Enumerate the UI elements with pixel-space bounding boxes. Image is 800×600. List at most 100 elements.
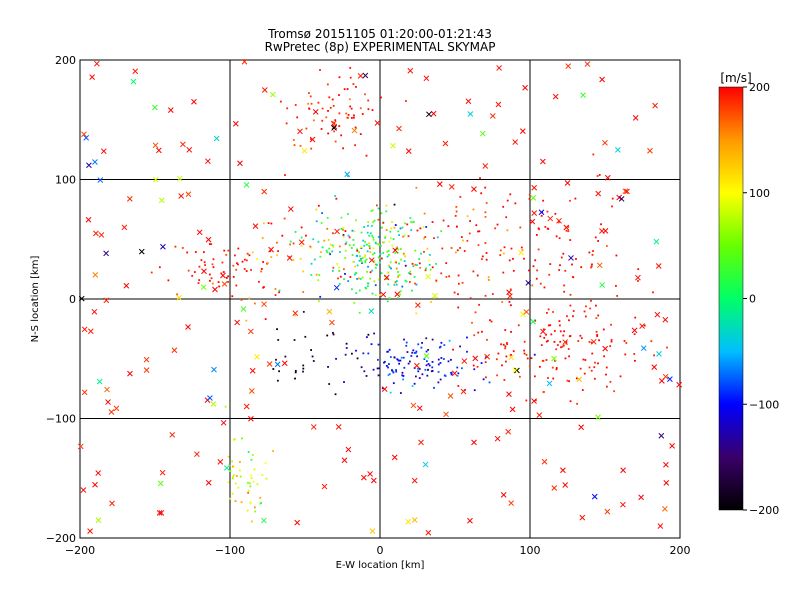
- data-point: [335, 357, 337, 360]
- data-point: [259, 497, 262, 499]
- data-point: [544, 226, 547, 228]
- data-point: [402, 252, 405, 255]
- data-point: [509, 288, 512, 291]
- data-point: [225, 253, 228, 256]
- data-point: [411, 351, 414, 354]
- data-point: [389, 261, 392, 264]
- data-point: [294, 314, 297, 317]
- x-tick-label: −100: [215, 544, 245, 557]
- data-point: [625, 342, 628, 344]
- data-point: [503, 246, 506, 249]
- data-point-cross: [676, 381, 683, 388]
- data-point: [389, 230, 392, 233]
- data-point-cross: [518, 249, 524, 256]
- data-point: [378, 261, 381, 264]
- data-point: [348, 236, 351, 239]
- data-point-cross: [604, 174, 611, 181]
- data-point: [523, 340, 526, 343]
- data-point-cross: [590, 338, 597, 345]
- data-point: [441, 247, 444, 250]
- data-point: [456, 225, 458, 228]
- data-point-cross: [580, 92, 586, 98]
- data-point: [412, 220, 415, 223]
- data-point-cross: [194, 451, 200, 458]
- data-point-cross: [186, 146, 193, 153]
- data-point-cross: [130, 78, 137, 85]
- data-point-cross: [310, 424, 317, 430]
- data-point: [609, 380, 612, 383]
- data-point: [419, 266, 422, 269]
- data-point-cross: [522, 84, 528, 91]
- data-point-cross: [405, 148, 412, 155]
- data-point: [353, 230, 356, 233]
- data-point: [594, 361, 596, 364]
- data-point: [401, 374, 404, 377]
- data-point: [448, 339, 451, 342]
- data-point: [321, 119, 324, 122]
- data-point: [246, 509, 249, 512]
- data-point: [361, 276, 364, 279]
- data-point-cross: [180, 141, 186, 148]
- data-point: [346, 116, 349, 119]
- data-point: [506, 342, 508, 344]
- data-point: [484, 215, 487, 218]
- data-point: [484, 356, 487, 359]
- data-point: [500, 343, 502, 346]
- data-point: [440, 230, 443, 233]
- data-point-cross: [103, 250, 109, 257]
- data-point-cross: [143, 367, 150, 373]
- data-point-cross: [562, 482, 569, 488]
- data-point: [528, 269, 530, 272]
- data-point: [405, 280, 408, 283]
- data-point: [398, 262, 400, 265]
- data-point: [311, 355, 314, 358]
- data-point: [534, 399, 537, 402]
- data-point: [484, 211, 487, 214]
- data-point: [437, 381, 440, 384]
- data-point: [457, 372, 460, 375]
- data-point: [403, 338, 405, 341]
- data-point: [650, 340, 653, 343]
- data-point: [589, 307, 592, 310]
- data-point: [402, 375, 405, 377]
- data-point: [358, 311, 361, 314]
- data-point: [355, 349, 357, 352]
- data-point-cross: [442, 140, 449, 147]
- data-point: [187, 269, 190, 272]
- data-point: [332, 246, 335, 249]
- data-point-cross: [196, 229, 203, 236]
- data-point: [433, 386, 435, 389]
- data-point: [245, 270, 248, 272]
- data-point: [387, 350, 390, 353]
- data-point: [469, 297, 472, 300]
- data-point: [412, 265, 415, 268]
- data-point: [371, 109, 374, 111]
- data-point-cross: [426, 111, 432, 118]
- data-point-cross: [81, 389, 88, 396]
- data-point: [411, 262, 414, 265]
- data-point: [473, 368, 476, 371]
- data-point: [466, 350, 468, 353]
- data-point-cross: [249, 367, 256, 374]
- data-point: [496, 223, 499, 226]
- data-point: [389, 391, 392, 394]
- data-point: [212, 266, 215, 269]
- data-point: [395, 369, 397, 371]
- data-point: [347, 114, 350, 116]
- data-point: [504, 360, 507, 363]
- data-point-cross: [416, 405, 423, 412]
- data-point: [375, 204, 378, 207]
- data-point: [542, 199, 545, 202]
- data-point-cross: [344, 171, 351, 178]
- data-point: [380, 96, 382, 99]
- data-point: [369, 271, 372, 274]
- data-point: [494, 227, 497, 230]
- data-point-cross: [651, 364, 658, 370]
- data-point: [487, 276, 490, 279]
- data-point: [353, 301, 356, 304]
- data-point-cross: [536, 412, 543, 419]
- data-point-cross: [126, 195, 133, 202]
- data-point: [602, 328, 605, 331]
- data-point: [326, 83, 329, 86]
- data-point: [231, 465, 234, 468]
